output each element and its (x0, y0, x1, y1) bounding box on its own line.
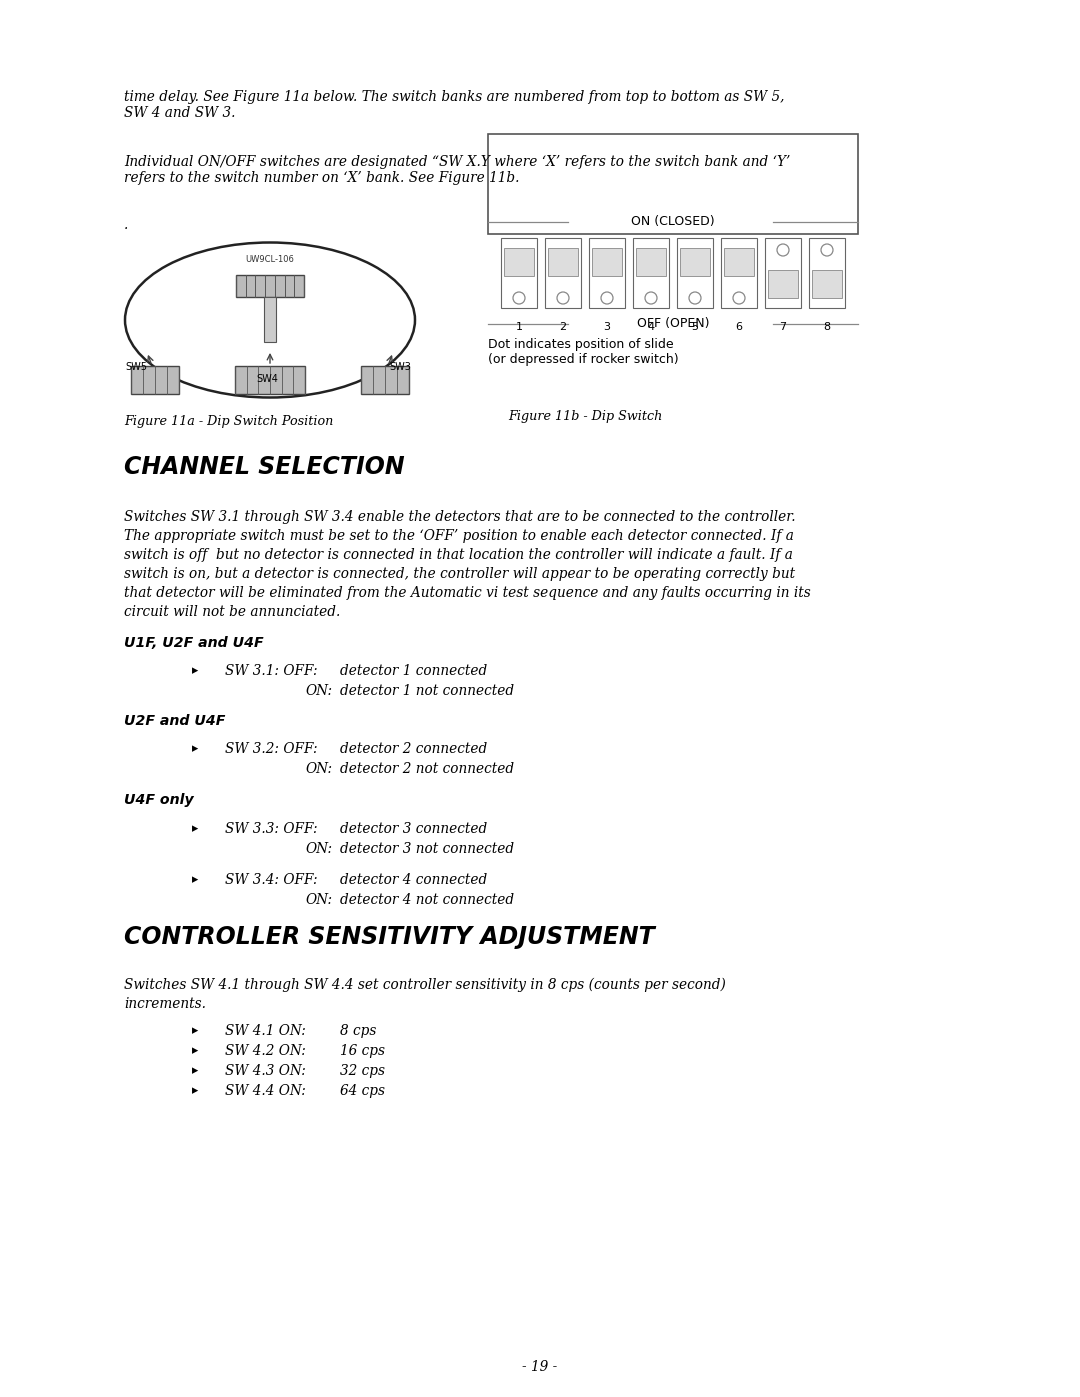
FancyBboxPatch shape (548, 249, 578, 277)
Text: ▸: ▸ (192, 742, 198, 754)
Text: ▸: ▸ (192, 664, 198, 678)
Text: 6: 6 (735, 321, 743, 332)
Text: SW 4.1 ON:: SW 4.1 ON: (225, 1024, 306, 1038)
Text: SW 4.4 ON:: SW 4.4 ON: (225, 1084, 306, 1098)
Text: U1F, U2F and U4F: U1F, U2F and U4F (124, 636, 264, 650)
Text: ▸: ▸ (192, 1044, 198, 1058)
FancyBboxPatch shape (264, 298, 276, 342)
Text: 8: 8 (823, 321, 831, 332)
Text: 1: 1 (515, 321, 523, 332)
Text: U4F only: U4F only (124, 793, 193, 807)
Text: detector 1 not connected: detector 1 not connected (340, 685, 514, 698)
Text: SW 3.1: OFF:: SW 3.1: OFF: (225, 664, 318, 678)
FancyBboxPatch shape (680, 249, 710, 277)
Text: ▸: ▸ (192, 873, 198, 886)
Text: detector 2 not connected: detector 2 not connected (340, 761, 514, 775)
Text: detector 3 connected: detector 3 connected (340, 821, 487, 835)
Text: UW9CL-106: UW9CL-106 (245, 256, 295, 264)
Text: ON:: ON: (305, 685, 333, 698)
Text: Individual ON/OFF switches are designated “SW X.Y where ‘X’ refers to the switch: Individual ON/OFF switches are designate… (124, 155, 791, 186)
FancyBboxPatch shape (677, 237, 713, 307)
Text: 2: 2 (559, 321, 567, 332)
Text: ▸: ▸ (192, 821, 198, 835)
Text: ▸: ▸ (192, 1084, 198, 1097)
Text: SW 4.3 ON:: SW 4.3 ON: (225, 1065, 306, 1078)
Text: time delay. See Figure 11a below. The switch banks are numbered from top to bott: time delay. See Figure 11a below. The sw… (124, 89, 784, 120)
FancyBboxPatch shape (131, 366, 179, 394)
FancyBboxPatch shape (235, 366, 305, 394)
Text: ON:: ON: (305, 893, 333, 907)
FancyBboxPatch shape (237, 275, 303, 298)
FancyBboxPatch shape (504, 249, 534, 277)
Text: 16 cps: 16 cps (340, 1044, 384, 1058)
Text: 64 cps: 64 cps (340, 1084, 384, 1098)
Text: Figure 11b - Dip Switch: Figure 11b - Dip Switch (508, 409, 662, 423)
Text: - 19 -: - 19 - (523, 1361, 557, 1375)
Text: 8 cps: 8 cps (340, 1024, 376, 1038)
Text: Switches SW 4.1 through SW 4.4 set controller sensitivity in 8 cps (counts per s: Switches SW 4.1 through SW 4.4 set contr… (124, 978, 726, 1011)
Text: SW 3.2: OFF:: SW 3.2: OFF: (225, 742, 318, 756)
Text: Dot indicates position of slide
(or depressed if rocker switch): Dot indicates position of slide (or depr… (488, 338, 678, 366)
Text: SW 3.3: OFF:: SW 3.3: OFF: (225, 821, 318, 835)
Text: ▸: ▸ (192, 1065, 198, 1077)
Text: CHANNEL SELECTION: CHANNEL SELECTION (124, 455, 405, 479)
Text: 5: 5 (691, 321, 699, 332)
Text: 7: 7 (780, 321, 786, 332)
Text: 4: 4 (647, 321, 654, 332)
FancyBboxPatch shape (809, 237, 845, 307)
FancyBboxPatch shape (592, 249, 622, 277)
Text: detector 1 connected: detector 1 connected (340, 664, 487, 678)
Text: .: . (124, 218, 129, 232)
FancyBboxPatch shape (636, 249, 666, 277)
Text: 32 cps: 32 cps (340, 1065, 384, 1078)
Text: SW3: SW3 (389, 362, 410, 372)
FancyBboxPatch shape (633, 237, 669, 307)
Text: detector 3 not connected: detector 3 not connected (340, 842, 514, 856)
FancyBboxPatch shape (721, 237, 757, 307)
FancyBboxPatch shape (545, 237, 581, 307)
Text: 3: 3 (604, 321, 610, 332)
Text: CONTROLLER SENSITIVITY ADJUSTMENT: CONTROLLER SENSITIVITY ADJUSTMENT (124, 925, 654, 949)
FancyBboxPatch shape (812, 270, 842, 298)
Text: SW5: SW5 (125, 362, 147, 372)
Text: SW4: SW4 (256, 374, 278, 384)
FancyBboxPatch shape (501, 237, 537, 307)
FancyBboxPatch shape (589, 237, 625, 307)
Text: detector 4 not connected: detector 4 not connected (340, 893, 514, 907)
Text: ON:: ON: (305, 761, 333, 775)
Text: Figure 11a - Dip Switch Position: Figure 11a - Dip Switch Position (124, 415, 334, 427)
Text: ON:: ON: (305, 842, 333, 856)
Text: U2F and U4F: U2F and U4F (124, 714, 226, 728)
Text: SW 4.2 ON:: SW 4.2 ON: (225, 1044, 306, 1058)
Text: OFF (OPEN): OFF (OPEN) (637, 317, 710, 331)
FancyBboxPatch shape (488, 134, 858, 235)
FancyBboxPatch shape (361, 366, 409, 394)
Text: Switches SW 3.1 through SW 3.4 enable the detectors that are to be connected to : Switches SW 3.1 through SW 3.4 enable th… (124, 510, 811, 619)
FancyBboxPatch shape (765, 237, 801, 307)
FancyBboxPatch shape (724, 249, 754, 277)
Text: SW 3.4: OFF:: SW 3.4: OFF: (225, 873, 318, 887)
FancyBboxPatch shape (768, 270, 798, 298)
Text: ▸: ▸ (192, 1024, 198, 1037)
Text: detector 2 connected: detector 2 connected (340, 742, 487, 756)
Text: detector 4 connected: detector 4 connected (340, 873, 487, 887)
Text: ON (CLOSED): ON (CLOSED) (631, 215, 715, 229)
